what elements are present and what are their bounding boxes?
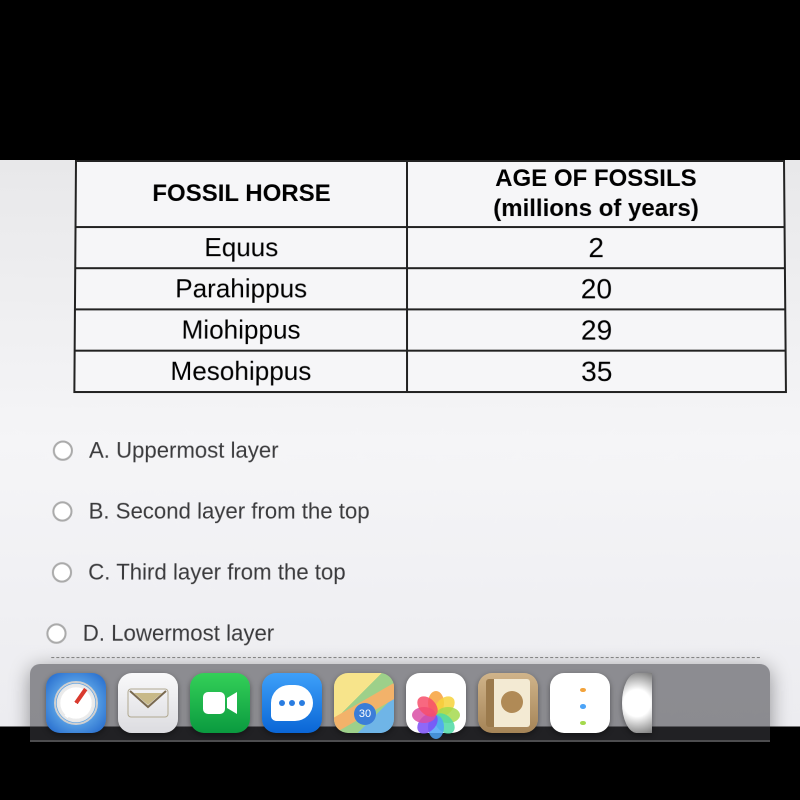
radio-icon[interactable] (46, 623, 66, 643)
table-row: Equus 2 (75, 227, 785, 268)
table-row: Miohippus 29 (75, 309, 786, 350)
facetime-icon[interactable] (190, 673, 250, 733)
fossil-age: 29 (407, 309, 786, 350)
option-label: D. Lowermost layer (83, 620, 275, 647)
radio-icon[interactable] (52, 562, 72, 582)
option-label: B. Second layer from the top (89, 498, 370, 524)
answer-options: A. Uppermost layer B. Second layer from … (51, 438, 774, 659)
fossil-name: Mesohippus (74, 351, 407, 392)
safari-icon[interactable] (46, 673, 106, 733)
fossil-age: 2 (407, 227, 785, 268)
option-c[interactable]: C. Third layer from the top (52, 559, 774, 585)
fossil-name: Parahippus (75, 268, 407, 309)
bottom-bezel (0, 742, 800, 800)
contacts-icon[interactable] (478, 673, 538, 733)
option-a[interactable]: A. Uppermost layer (53, 438, 773, 464)
column-header-fossil: FOSSIL HORSE (76, 161, 408, 227)
option-label: C. Third layer from the top (88, 559, 346, 585)
mail-icon[interactable] (118, 673, 178, 733)
content-wrapper: FOSSIL HORSE AGE OF FOSSILS (millions of… (0, 160, 800, 658)
option-d[interactable]: D. Lowermost layer (51, 620, 759, 658)
table-row: Parahippus 20 (75, 268, 786, 309)
radio-icon[interactable] (52, 501, 72, 521)
table-body: Equus 2 Parahippus 20 Miohippus 29 Mesoh… (74, 227, 786, 392)
radio-icon[interactable] (53, 441, 73, 461)
column-header-age-text: AGE OF FOSSILS (millions of years) (493, 165, 699, 222)
dock: 30 (40, 668, 770, 738)
fossil-age: 20 (407, 268, 785, 309)
fossil-age: 35 (407, 351, 786, 392)
column-header-age: AGE OF FOSSILS (millions of years) (407, 161, 785, 227)
maps-icon[interactable]: 30 (334, 673, 394, 733)
fossil-table: FOSSIL HORSE AGE OF FOSSILS (millions of… (73, 160, 787, 393)
notes-icon[interactable] (550, 673, 610, 733)
table-row: Mesohippus 35 (74, 351, 786, 392)
messages-icon[interactable] (262, 673, 322, 733)
fossil-name: Miohippus (75, 309, 408, 350)
option-label: A. Uppermost layer (89, 438, 279, 464)
photos-icon[interactable] (406, 673, 466, 733)
fossil-name: Equus (75, 227, 407, 268)
quiz-screen: FOSSIL HORSE AGE OF FOSSILS (millions of… (0, 160, 800, 727)
option-b[interactable]: B. Second layer from the top (52, 498, 773, 524)
maps-badge: 30 (354, 703, 376, 725)
table-header-row: FOSSIL HORSE AGE OF FOSSILS (millions of… (76, 161, 785, 227)
partial-dock-icon[interactable] (622, 673, 652, 733)
